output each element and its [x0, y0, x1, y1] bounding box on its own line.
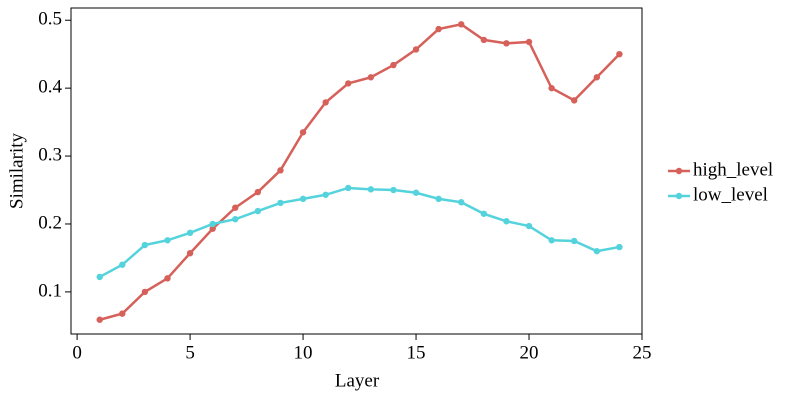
- series-line: [99, 186, 620, 279]
- point: [96, 316, 103, 323]
- legend-label: high_level: [693, 159, 773, 180]
- point: [186, 249, 194, 257]
- point: [548, 84, 555, 92]
- y-axis-label: Similarity: [6, 133, 27, 210]
- y-tick-label: 0.3: [38, 144, 62, 165]
- point: [435, 25, 442, 33]
- point: [254, 188, 262, 196]
- point: [186, 229, 194, 237]
- point: [548, 237, 555, 244]
- point: [345, 80, 352, 87]
- legend-marker: [675, 167, 683, 175]
- series-line: [99, 22, 621, 321]
- point: [141, 241, 149, 249]
- point: [503, 218, 510, 225]
- point: [119, 310, 126, 317]
- point: [571, 97, 578, 104]
- point: [96, 273, 103, 281]
- point: [571, 237, 578, 245]
- point: [412, 46, 420, 53]
- point: [525, 222, 533, 230]
- x-tick-label: 10: [294, 342, 313, 363]
- point: [390, 61, 397, 69]
- point: [367, 74, 375, 81]
- point: [412, 189, 420, 196]
- point: [458, 199, 465, 206]
- point: [232, 216, 239, 223]
- x-tick-label: 20: [520, 342, 539, 363]
- point: [593, 247, 601, 255]
- point: [209, 225, 216, 232]
- x-axis-label: Layer: [335, 370, 380, 391]
- point: [209, 220, 216, 228]
- point: [119, 261, 126, 268]
- point: [390, 186, 397, 194]
- point: [345, 184, 352, 192]
- point: [480, 210, 488, 217]
- legend-label: low_level: [693, 184, 768, 205]
- point: [299, 195, 307, 203]
- point: [503, 40, 510, 47]
- y-tick-label: 0.1: [38, 280, 62, 301]
- point: [254, 207, 262, 215]
- x-tick-label: 5: [185, 342, 195, 363]
- point: [277, 167, 284, 174]
- point: [141, 288, 149, 296]
- y-tick-label: 0.4: [38, 77, 62, 98]
- y-tick-label: 0.5: [38, 9, 62, 30]
- point: [277, 199, 284, 207]
- plot-frame: [70, 7, 643, 335]
- point: [616, 50, 623, 58]
- point: [322, 99, 329, 106]
- point: [458, 21, 465, 28]
- point: [435, 195, 442, 203]
- point: [164, 237, 171, 244]
- point: [525, 38, 533, 46]
- point: [322, 191, 329, 198]
- x-tick-label: 15: [407, 342, 426, 363]
- point: [616, 243, 623, 251]
- point: [232, 204, 239, 211]
- x-tick-label: 0: [72, 342, 82, 363]
- legend-marker: [675, 192, 683, 200]
- point: [480, 36, 488, 44]
- point: [367, 186, 375, 193]
- point: [299, 129, 307, 136]
- point: [593, 74, 601, 81]
- y-tick-label: 0.2: [38, 212, 62, 233]
- x-tick-label: 25: [633, 342, 652, 363]
- point: [164, 275, 171, 282]
